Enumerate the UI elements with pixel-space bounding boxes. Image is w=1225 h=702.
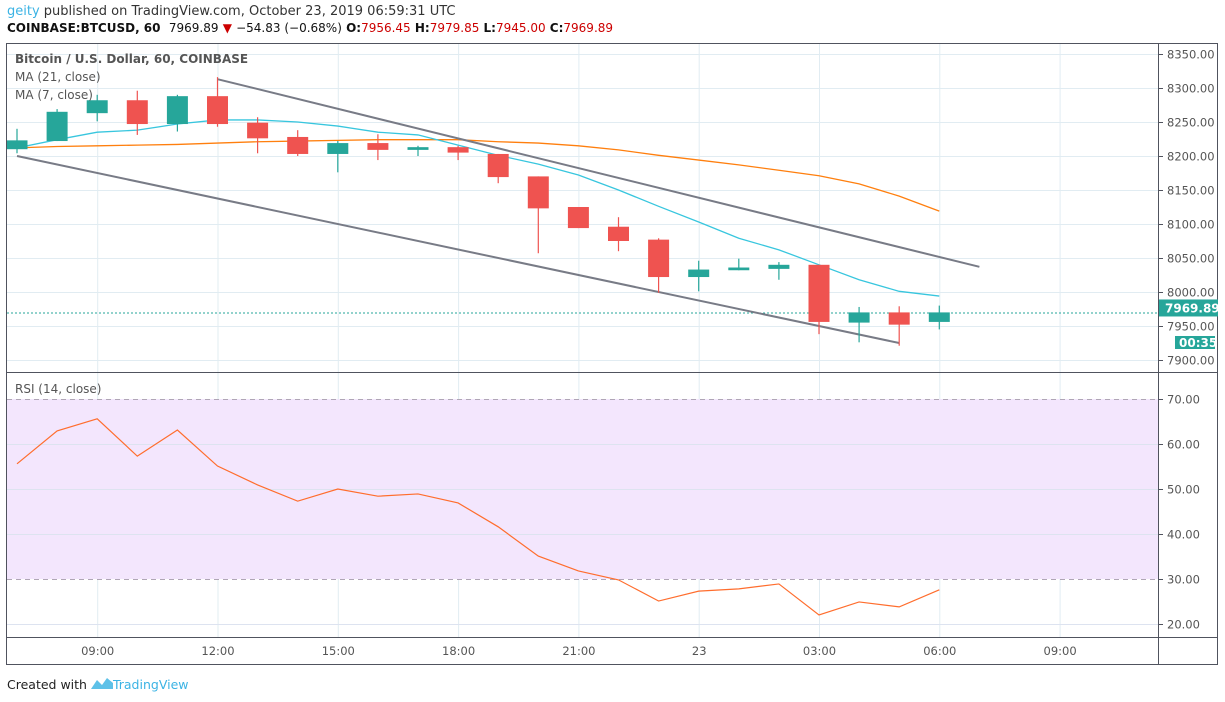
candle-down [247,122,269,139]
countdown-text: 00:35 [1179,336,1217,350]
time-tick-label: 18:00 [442,644,475,658]
axes: 09:00 12:00 15:00 18:00 21:00 23 03:00 06:00 09:… [81,48,1220,659]
series-title: Bitcoin / U.S. Dollar, 60, COINBASE [15,52,248,66]
footer: Created with TradingView [7,677,188,692]
rsi-tick-label: 20.00 [1167,618,1200,632]
candle-up [166,96,188,125]
candle-up [327,143,349,154]
candle-down [367,143,389,150]
candle-down [608,226,629,241]
rsi-grid [7,399,1158,625]
price-tick-label: 8350.00 [1167,48,1215,62]
rsi-tick-label: 60.00 [1167,438,1200,452]
price-tick-label: 7900.00 [1167,354,1215,368]
rsi-title[interactable]: RSI (14, close) [15,382,101,396]
price-tick-label: 8200.00 [1167,150,1215,164]
author-link[interactable]: geity [7,4,40,19]
price-tick-label: 8000.00 [1167,286,1215,300]
candle-up [768,264,790,269]
last-price: 7969.89 [168,21,219,35]
rsi-marks [16,418,940,616]
price-marks [6,77,1158,346]
price-tick-label: 8100.00 [1167,218,1215,232]
created-with: Created with [7,677,87,692]
time-tick-label: 23 [692,644,707,658]
time-tick-label: 09:00 [81,644,114,658]
rsi-tick-label: 30.00 [1167,573,1200,587]
candle-up [86,100,108,114]
price-tick-label: 8250.00 [1167,116,1215,130]
trendline [16,155,900,344]
rsi-tick-label: 70.00 [1167,393,1200,407]
candle-up [46,111,68,142]
ma7-line [16,119,940,297]
candle-up [407,147,429,150]
candle-down [487,153,509,178]
publish-info: geity published on TradingView.com, Octo… [7,4,455,19]
time-tick-label: 09:00 [1044,644,1077,658]
close-value: 7969.89 [563,21,614,35]
time-tick-label: 03:00 [803,644,836,658]
tradingview-link[interactable]: TradingView [112,677,189,692]
candle-down [888,312,910,325]
trendline [217,78,980,268]
price-change: −54.83 (−0.68%) [236,21,342,35]
open-value: 7956.45 [361,21,411,35]
candle-up [848,312,870,323]
last-price-badge [1159,299,1218,317]
legend-ma7[interactable]: MA (7, close) [15,88,93,102]
candle-up [728,267,750,271]
last-price-badge-text: 7969.89 [1165,301,1220,315]
candle-down [126,100,148,125]
legend-ma21[interactable]: MA (21, close) [15,70,101,84]
high-label: H: [414,21,430,35]
ma21-line [16,139,940,212]
countdown-badge [1175,336,1215,349]
candle-up [688,269,710,278]
rsi-line [16,418,940,616]
low-label: L: [483,21,496,35]
candle-down [287,136,309,154]
chart-frame [6,43,1218,665]
price-tick-label: 8050.00 [1167,252,1215,266]
candle-down [648,239,670,278]
candle-down [207,96,228,125]
close-label: C: [549,21,564,35]
candle-down [567,207,589,229]
candle-up [928,312,950,322]
candle-down [527,176,549,209]
time-tick-label: 15:00 [322,644,355,658]
rsi-tick-label: 40.00 [1167,528,1200,542]
tradingview-logo-icon [90,678,113,689]
price-tick-label: 8300.00 [1167,82,1215,96]
time-tick-label: 21:00 [562,644,595,658]
time-tick-label: 12:00 [201,644,234,658]
down-arrow-icon: ▼ [222,21,232,35]
candle-down [808,264,830,322]
symbol: COINBASE:BTCUSD, 60 [7,21,161,35]
rsi-tick-label: 50.00 [1167,483,1200,497]
low-value: 7945.00 [495,21,546,35]
price-tick-label: 7950.00 [1167,320,1215,334]
time-tick-label: 06:00 [923,644,956,658]
symbol-info-bar: COINBASE:BTCUSD, 60 7969.89 ▼ −54.83 (−0… [7,21,613,35]
high-value: 7979.85 [429,21,480,35]
candle-up [6,140,28,150]
publish-text: published on TradingView.com, October 23… [39,4,456,19]
price-tick-label: 8150.00 [1167,184,1215,198]
candle-down [447,147,469,153]
open-label: O: [346,21,362,35]
